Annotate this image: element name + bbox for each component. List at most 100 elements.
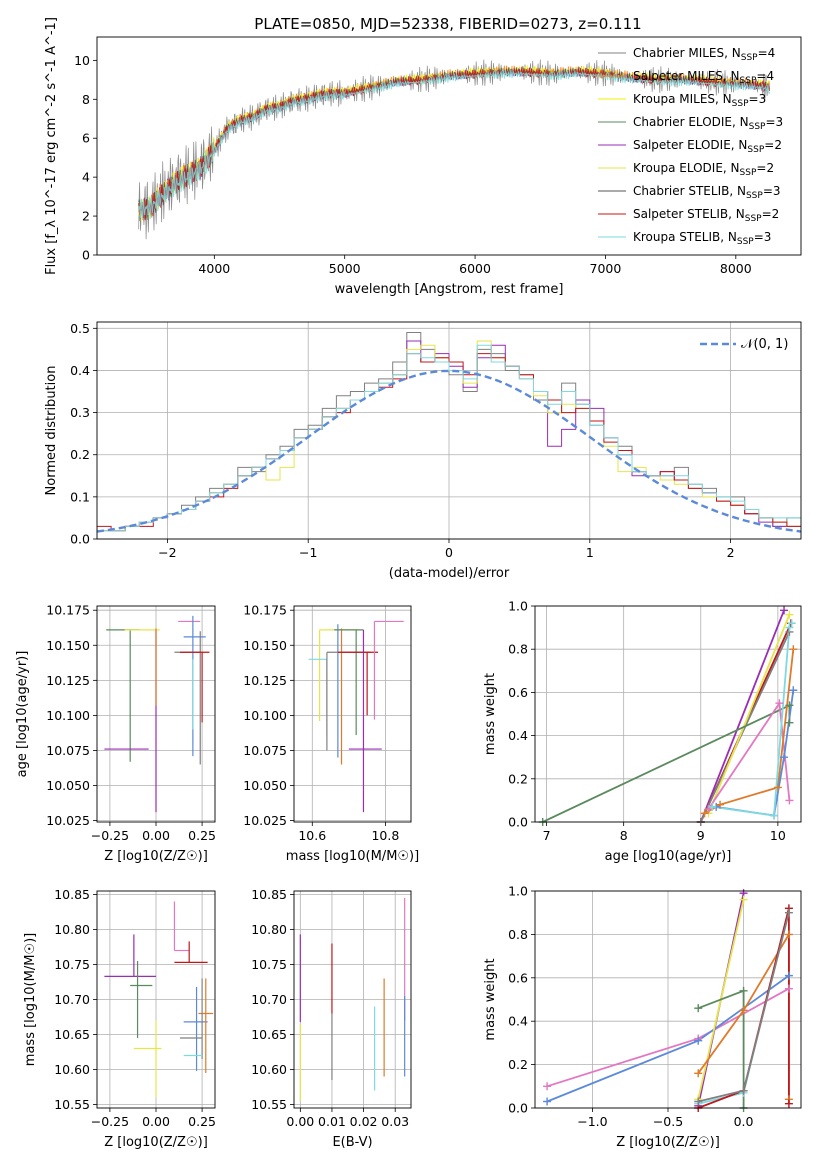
y-tick-label: 10.150: [46, 638, 90, 653]
weight-point-marker: [787, 619, 796, 628]
weight-series-line: [699, 609, 785, 822]
y-axis-label: Flux [f_λ 10^-17 erg cm^-2 s^-1 A^-1]: [44, 17, 59, 275]
x-tick-label: −0.25: [91, 1114, 129, 1129]
y-tick-label: 0.0: [508, 1101, 528, 1116]
y-tick-label: 10.150: [243, 638, 287, 653]
panel-age_vs_mass: 10.6 10.8 10.025 10.050 10.075 10.100 10.125 10…: [243, 603, 419, 864]
y-tick-label: 10.65: [251, 1027, 287, 1042]
axes-frame: [293, 890, 412, 1109]
y-tick-label: 10.80: [54, 922, 90, 937]
y-tick-label: 10.60: [54, 1062, 90, 1077]
axes-frame: [534, 605, 802, 823]
x-tick-label: 0: [445, 545, 453, 560]
y-tick-label: 10.75: [251, 957, 287, 972]
plot-area: [104, 901, 214, 1098]
x-tick-label: 0.01: [318, 1114, 346, 1129]
y-tick-label: 10.125: [243, 673, 287, 688]
y-tick-label: 10.100: [243, 708, 287, 723]
y-tick-label: 10.050: [243, 778, 287, 793]
x-tick-label: 10: [770, 828, 786, 843]
y-axis-label: mass weight: [483, 673, 498, 755]
weight-point-marker: [739, 1086, 748, 1095]
x-tick-label: 1: [586, 545, 594, 560]
weight-series-line: [542, 703, 791, 822]
y-tick-label: 0.4: [508, 1014, 528, 1029]
x-axis-label: Z [log10(Z/Z☉)]: [104, 1135, 208, 1150]
panel-spectrum: 4000 5000 6000 7000 8000 0 2 4 6 8 10 wavelength [A…: [44, 17, 783, 297]
weight-series-line: [697, 989, 745, 1108]
x-tick-label: 0.03: [381, 1114, 409, 1129]
plot-area: [542, 609, 795, 822]
legend-label: Salpeter STELIB, NSSP=2: [633, 207, 779, 224]
y-tick-label: 6: [82, 131, 90, 146]
plot-area: [308, 620, 404, 813]
weight-point-marker: [785, 718, 794, 727]
axes-frame: [96, 605, 216, 823]
y-tick-label: 4: [82, 170, 90, 185]
panel-mass_vs_ebv: 0.00 0.01 0.02 0.03 10.55 10.60 10.65 10.70 10.7…: [251, 887, 411, 1150]
axes-frame: [534, 890, 802, 1109]
y-tick-label: 10.75: [54, 957, 90, 972]
y-tick-label: 0.4: [70, 363, 90, 378]
weight-point-marker: [708, 802, 717, 811]
weight-point-marker: [700, 809, 709, 818]
plot-area: [138, 59, 770, 240]
y-tick-label: 8: [82, 92, 90, 107]
weight-point-marker: [785, 796, 794, 805]
y-tick-label: 10.100: [46, 708, 90, 723]
weight-point-marker: [784, 984, 793, 993]
panel-residuals: −2 −1 0 1 2 0.0 0.1 0.2 0.3 0.4 0.5 (data-model)/er…: [44, 321, 801, 581]
weight-point-marker: [785, 701, 794, 710]
x-axis-label: Z [log10(Z/Z☉)]: [616, 1135, 720, 1150]
x-axis-label: (data-model)/error: [389, 566, 510, 581]
x-tick-label: 2: [727, 545, 735, 560]
y-tick-label: 0.8: [508, 927, 528, 942]
gaussian-curve: [97, 369, 801, 533]
weight-point-marker: [784, 1099, 793, 1108]
weight-point-marker: [543, 1097, 552, 1106]
x-tick-label: 5000: [329, 261, 361, 276]
y-tick-label: 0.5: [70, 321, 90, 336]
weight-point-marker: [784, 908, 793, 917]
weight-point-marker: [784, 971, 793, 980]
y-tick-label: 10.075: [243, 743, 287, 758]
y-tick-label: 0.4: [508, 728, 528, 743]
x-axis-label: mass [log10(M/M☉)]: [286, 849, 419, 864]
x-tick-label: 0.00: [142, 828, 170, 843]
weight-point-marker: [739, 895, 748, 904]
y-axis-label: Normed distribution: [44, 366, 59, 496]
weight-point-marker: [694, 1036, 703, 1045]
y-tick-label: 2: [82, 209, 90, 224]
y-tick-label: 10.175: [243, 603, 287, 618]
y-axis-label: age [log10(age/yr)]: [15, 651, 30, 778]
y-tick-label: 10.125: [46, 673, 90, 688]
y-tick-label: 0.6: [508, 970, 528, 985]
weight-point-marker: [694, 1097, 703, 1106]
weight-point-marker: [694, 1069, 703, 1078]
x-tick-label: 7000: [590, 261, 622, 276]
x-tick-label: −2: [158, 545, 176, 560]
x-tick-label: 0.00: [286, 1114, 314, 1129]
y-tick-label: 0: [82, 248, 90, 263]
y-tick-label: 10.050: [46, 778, 90, 793]
weight-point-marker: [780, 606, 789, 615]
legend-label: Chabrier STELIB, NSSP=3: [633, 184, 781, 201]
y-tick-label: 10.70: [251, 992, 287, 1007]
legend: Chabrier MILES, NSSP=4 Salpeter MILES, NS…: [598, 46, 783, 247]
y-tick-label: 1.0: [508, 884, 528, 899]
y-tick-label: 10: [74, 53, 90, 68]
axes-frame: [96, 36, 802, 256]
weight-point-marker: [543, 1082, 552, 1091]
y-tick-label: 0.3: [70, 405, 90, 420]
x-axis-label: E(B-V): [332, 1135, 372, 1150]
axes-frame: [96, 321, 802, 540]
x-tick-label: 0.00: [142, 1114, 170, 1129]
spectrum-series-line: [138, 69, 770, 221]
y-axis-label: mass [log10(M/M☉)]: [23, 933, 38, 1066]
axes-frame: [293, 605, 412, 823]
x-tick-label: 0.25: [188, 1114, 216, 1129]
legend-label: Kroupa MILES, NSSP=3: [633, 92, 766, 109]
x-axis-label: age [log10(age/yr)]: [605, 849, 732, 864]
